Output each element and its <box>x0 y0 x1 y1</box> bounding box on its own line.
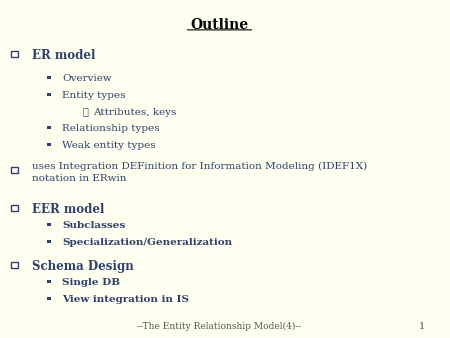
Text: ER model: ER model <box>32 49 95 62</box>
Text: Relationship types: Relationship types <box>63 124 160 133</box>
Text: View integration in IS: View integration in IS <box>63 295 189 304</box>
Bar <box>47 223 51 226</box>
Text: Specialization/Generalization: Specialization/Generalization <box>63 238 233 247</box>
Text: Single DB: Single DB <box>63 279 121 288</box>
Text: Weak entity types: Weak entity types <box>63 141 156 150</box>
Bar <box>47 93 51 96</box>
Text: Entity types: Entity types <box>63 91 126 100</box>
Bar <box>10 205 18 211</box>
Bar <box>10 262 18 268</box>
Text: Schema Design: Schema Design <box>32 260 134 273</box>
Text: Outline: Outline <box>190 18 248 32</box>
Text: 1: 1 <box>418 322 425 331</box>
Bar <box>10 51 18 57</box>
Text: uses Integration DEFinition for Information Modeling (IDEF1X)
notation in ERwin: uses Integration DEFinition for Informat… <box>32 162 367 183</box>
Text: --The Entity Relationship Model(4)--: --The Entity Relationship Model(4)-- <box>137 322 302 331</box>
Text: EER model: EER model <box>32 203 104 216</box>
Bar <box>10 167 18 173</box>
Text: ✓: ✓ <box>82 107 88 117</box>
Bar <box>47 143 51 146</box>
Bar <box>47 240 51 243</box>
Bar <box>47 76 51 79</box>
Text: Attributes, keys: Attributes, keys <box>93 107 176 117</box>
Text: Subclasses: Subclasses <box>63 221 126 231</box>
Text: Overview: Overview <box>63 74 112 83</box>
Bar <box>47 297 51 300</box>
Bar <box>47 126 51 129</box>
Bar <box>47 280 51 283</box>
